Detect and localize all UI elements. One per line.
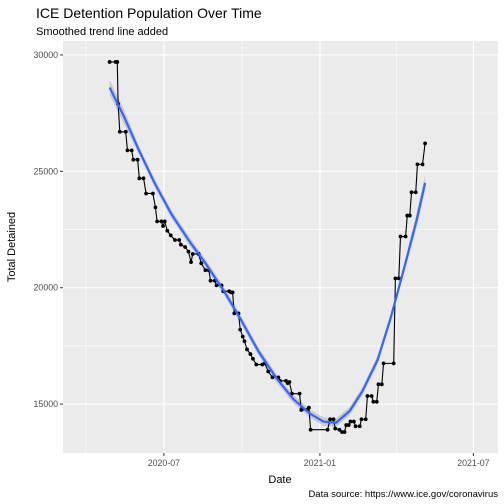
y-tick-label: 15000 xyxy=(34,399,59,409)
detained-point xyxy=(415,162,420,167)
detained-point xyxy=(379,382,384,387)
x-tick-label: 2021-01 xyxy=(304,458,336,468)
detained-point xyxy=(199,261,204,266)
detained-point xyxy=(183,245,188,249)
detained-point xyxy=(189,260,193,265)
detained-point xyxy=(423,141,427,146)
detained-point xyxy=(144,191,148,196)
detained-point xyxy=(177,238,182,242)
detained-point xyxy=(307,405,311,410)
x-tick-label: 2020-07 xyxy=(148,458,180,468)
detained-point xyxy=(396,276,401,281)
y-tick-label: 20000 xyxy=(34,283,59,293)
detained-point xyxy=(409,190,414,195)
detained-point xyxy=(186,249,191,254)
detained-point xyxy=(168,233,173,238)
detained-point xyxy=(328,417,333,422)
detained-point xyxy=(270,375,275,380)
detained-point xyxy=(365,394,370,398)
x-tick-label: 2021-07 xyxy=(457,458,489,468)
detained-point xyxy=(155,219,160,224)
detained-point xyxy=(333,426,338,431)
detained-point xyxy=(131,157,136,162)
detained-point xyxy=(115,60,120,64)
detained-point xyxy=(245,347,249,352)
detained-point xyxy=(403,234,408,239)
detained-point xyxy=(351,419,356,424)
detained-point xyxy=(141,176,146,181)
detained-point xyxy=(407,213,412,218)
detained-point xyxy=(173,238,177,242)
detained-point xyxy=(137,176,142,181)
detained-point xyxy=(248,352,253,356)
detained-point xyxy=(125,148,130,153)
detained-point xyxy=(208,278,213,283)
detained-point xyxy=(214,283,219,288)
y-axis-title: Total Detained xyxy=(6,212,18,282)
detained-point xyxy=(287,380,292,384)
detained-point xyxy=(230,290,235,295)
detained-point xyxy=(178,242,183,247)
detained-point xyxy=(162,219,167,224)
detained-point xyxy=(299,408,304,412)
detained-point xyxy=(165,228,170,233)
detained-point xyxy=(159,219,164,224)
detained-point xyxy=(297,391,302,396)
detained-point xyxy=(393,276,398,281)
detained-point xyxy=(254,362,259,367)
detained-point xyxy=(123,129,128,134)
grid-minor xyxy=(63,41,498,453)
detained-point xyxy=(376,382,381,387)
detained-point xyxy=(190,252,195,256)
detained-point xyxy=(359,417,364,422)
detained-point xyxy=(266,369,271,374)
detained-point xyxy=(203,268,208,273)
detained-point xyxy=(153,205,158,210)
x-axis-title: Date xyxy=(268,474,291,486)
grid-major xyxy=(63,41,498,453)
y-tick-label: 30000 xyxy=(34,50,59,60)
detained-point xyxy=(391,361,396,366)
detained-point xyxy=(357,424,362,429)
detained-point xyxy=(374,399,379,404)
plot-panel xyxy=(63,41,498,453)
detained-point xyxy=(381,361,386,366)
data-source-caption: Data source: https://www.ice.gov/coronav… xyxy=(308,489,498,500)
detained-point xyxy=(150,191,155,196)
detained-point xyxy=(369,394,374,398)
y-axis: 15000 20000 25000 30000 xyxy=(34,50,63,409)
detained-point xyxy=(398,234,403,239)
detained-point xyxy=(413,190,418,195)
detained-point xyxy=(420,162,425,167)
detained-point xyxy=(117,129,122,134)
detained-point xyxy=(308,427,313,432)
detained-point xyxy=(346,423,351,427)
y-tick-label: 25000 xyxy=(34,166,59,176)
trend-line xyxy=(108,87,427,424)
chart-title: ICE Detention Population Over Time xyxy=(36,5,262,21)
trend-series-layer xyxy=(108,87,427,424)
detained-point xyxy=(129,148,134,153)
detained-point xyxy=(337,427,342,432)
chart-subtitle: Smoothed trend line added xyxy=(36,26,168,38)
detained-point xyxy=(325,427,330,432)
detained-point xyxy=(251,356,255,361)
detained-point xyxy=(240,334,245,339)
detained-point xyxy=(353,424,358,429)
detained-point xyxy=(342,430,347,434)
detained-point xyxy=(348,419,353,424)
detained-point xyxy=(371,399,376,404)
x-axis: 2020-07 2021-01 2021-07 xyxy=(148,453,490,468)
detained-point xyxy=(135,157,140,162)
detained-point xyxy=(161,224,165,228)
detained-point xyxy=(331,417,336,422)
detained-point xyxy=(238,327,243,332)
detained-point xyxy=(363,417,368,422)
detained-point xyxy=(242,339,247,344)
detained-point xyxy=(232,311,237,316)
raw-series-layer xyxy=(107,60,427,434)
detained-point xyxy=(107,60,112,64)
